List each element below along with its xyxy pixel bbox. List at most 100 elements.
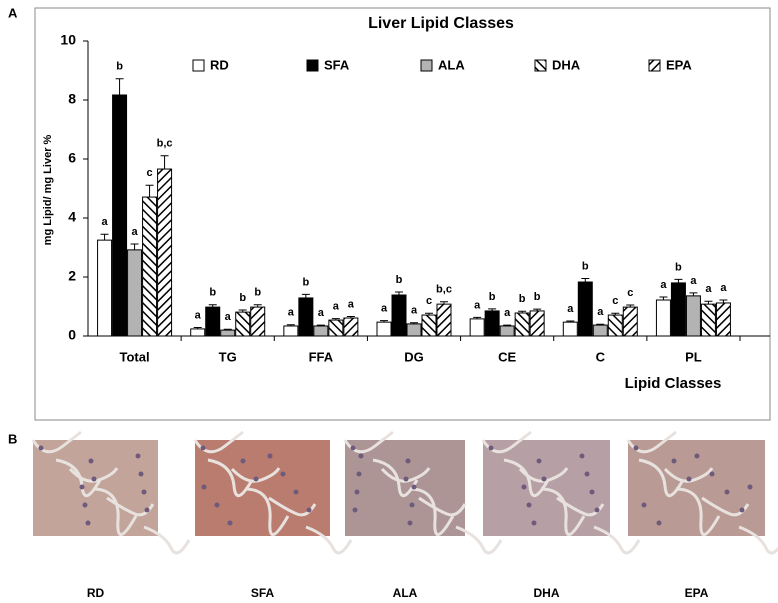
- tissue-line: [675, 487, 721, 536]
- nucleus: [671, 458, 677, 464]
- micrographs: [31, 430, 778, 555]
- significance-letter: a: [381, 303, 388, 315]
- tissue-line: [380, 467, 431, 483]
- nucleus: [253, 476, 259, 482]
- nucleus: [531, 520, 537, 526]
- significance-letter: b: [254, 287, 261, 299]
- bar: [142, 196, 158, 337]
- error-bar: [533, 308, 542, 311]
- bar: [655, 299, 671, 337]
- nucleus: [356, 471, 362, 477]
- bar: [283, 325, 299, 337]
- significance-letter: a: [333, 301, 340, 313]
- nucleus: [38, 445, 44, 451]
- y-tick-label: 6: [68, 150, 76, 166]
- significance-letter: a: [102, 216, 109, 228]
- micrograph-caption: ALA: [393, 586, 418, 600]
- nucleus: [352, 507, 358, 513]
- legend-swatch: [534, 59, 547, 72]
- nucleus: [488, 445, 494, 451]
- bar: [670, 282, 686, 337]
- bar: [127, 249, 143, 337]
- error-bar: [611, 312, 620, 316]
- error-bar: [440, 301, 448, 305]
- nucleus: [280, 471, 286, 477]
- tissue-line: [409, 487, 455, 536]
- panel-frame: [34, 7, 771, 421]
- nucleus: [656, 520, 662, 526]
- bar: [391, 294, 407, 337]
- bar: [112, 94, 128, 337]
- nucleus: [536, 458, 542, 464]
- error-bar: [473, 316, 482, 319]
- tissue-line: [230, 467, 281, 483]
- nucleus: [138, 471, 144, 477]
- nucleus: [240, 458, 246, 464]
- bar: [514, 312, 530, 337]
- nucleus: [747, 484, 753, 490]
- error-bar: [659, 296, 668, 301]
- nucleus: [135, 453, 141, 459]
- nucleus: [91, 476, 97, 482]
- significance-letter: a: [690, 275, 697, 287]
- significance-letter: b: [209, 287, 216, 299]
- nucleus: [88, 458, 94, 464]
- y-tick-label: 4: [68, 209, 76, 225]
- bar: [715, 302, 731, 337]
- error-bar: [719, 299, 728, 303]
- nucleus: [579, 453, 585, 459]
- error-bar: [689, 292, 698, 296]
- error-bar: [410, 322, 418, 324]
- error-bar: [286, 324, 295, 326]
- error-bar: [596, 323, 605, 326]
- bar: [190, 328, 206, 337]
- significance-letter: a: [411, 305, 418, 317]
- legend-label: DHA: [552, 57, 581, 72]
- bar: [97, 239, 113, 337]
- panel-label: A: [8, 5, 18, 20]
- nucleus: [686, 476, 692, 482]
- micrograph: [345, 440, 465, 536]
- error-bar: [518, 310, 527, 313]
- nucleus: [82, 502, 88, 508]
- significance-letter: a: [705, 283, 712, 295]
- y-axis-label: mg Lipid/ mg Liver %: [42, 134, 54, 245]
- tissue-line: [418, 496, 467, 517]
- nucleus: [709, 471, 715, 477]
- micrograph-caption: SFA: [251, 586, 275, 600]
- bar: [607, 314, 623, 337]
- tissue-line: [540, 487, 586, 536]
- error-bar: [238, 309, 247, 313]
- legend-label: RD: [210, 57, 229, 72]
- significance-letter: a: [348, 298, 355, 310]
- tissue-line: [92, 487, 138, 536]
- bar: [313, 325, 329, 337]
- error-bar: [425, 312, 433, 316]
- bar: [577, 281, 593, 337]
- nucleus: [594, 507, 600, 513]
- bar: [328, 319, 344, 337]
- nucleus: [354, 489, 360, 495]
- bar: [436, 303, 452, 337]
- nucleus: [694, 453, 700, 459]
- significance-letter: c: [627, 287, 633, 299]
- nucleus: [641, 502, 647, 508]
- error-bar: [100, 233, 109, 241]
- y-tick-label: 8: [68, 91, 76, 107]
- tissue-line: [244, 487, 290, 536]
- significance-letter: a: [288, 307, 295, 319]
- tissue-line: [372, 458, 419, 497]
- error-bar: [253, 304, 262, 308]
- nucleus: [293, 489, 299, 495]
- significance-letter: b: [302, 276, 309, 288]
- tissue-line: [663, 467, 714, 483]
- tissue-line: [638, 458, 685, 497]
- significance-letter: b: [116, 61, 123, 73]
- bar: [298, 297, 314, 337]
- significance-letter: a: [720, 282, 727, 294]
- error-bar: [316, 324, 325, 326]
- legend-label: ALA: [438, 57, 465, 72]
- tissue-line: [455, 525, 503, 555]
